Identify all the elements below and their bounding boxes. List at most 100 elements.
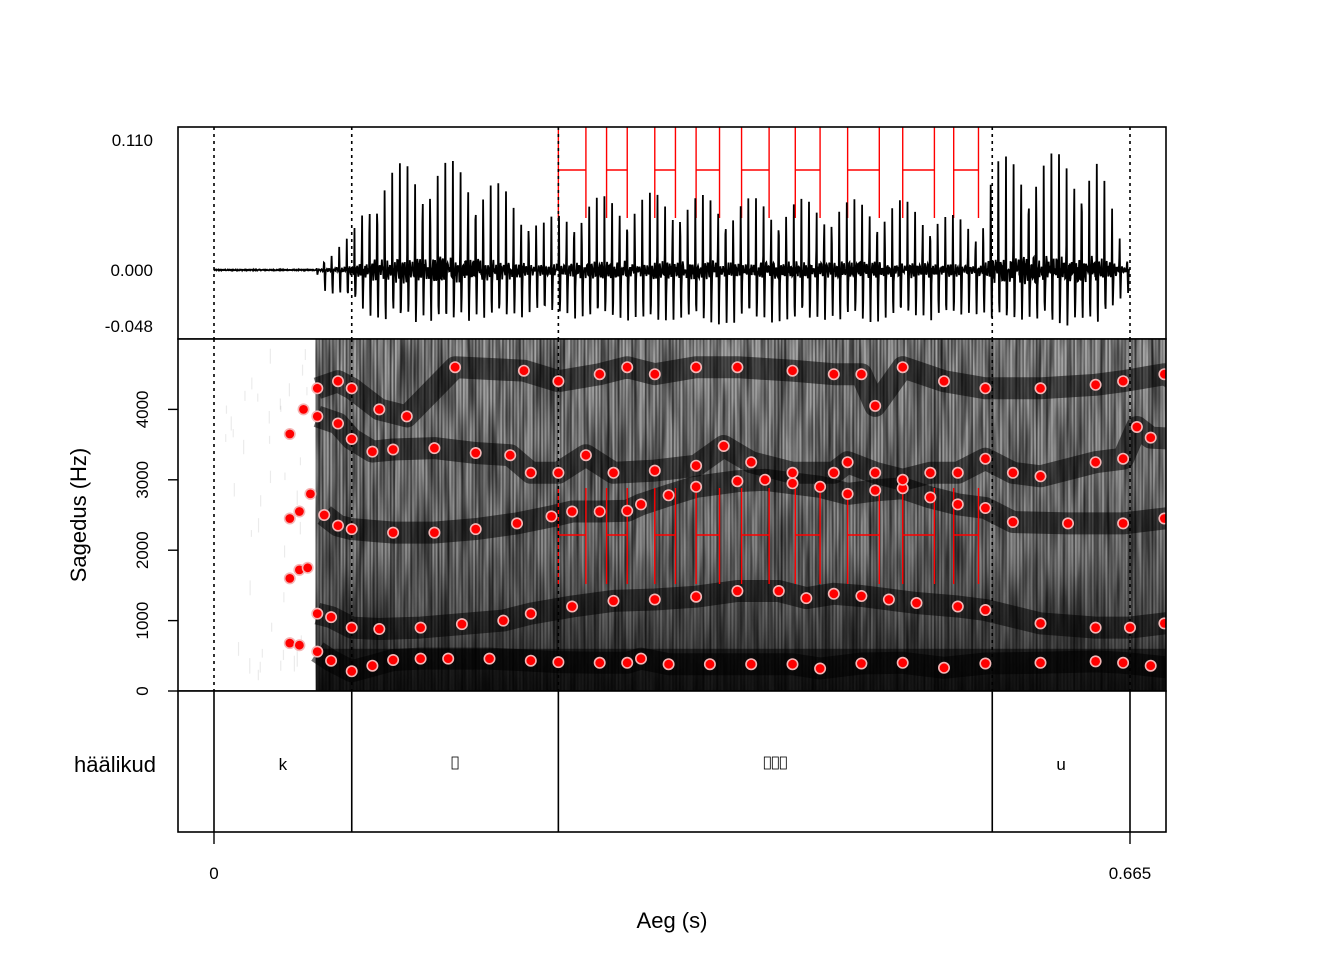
formant-point — [662, 489, 675, 502]
formant-point — [607, 594, 620, 607]
formant-point — [428, 442, 441, 455]
formant-point — [311, 410, 324, 423]
formant-point — [1228, 513, 1238, 523]
segment-label: k — [279, 755, 288, 774]
formant-point — [1228, 610, 1238, 620]
formant-point — [1089, 655, 1102, 668]
spectrogram-boundary-lines — [213, 339, 1131, 691]
formant-point — [345, 665, 358, 678]
formant-point — [1187, 668, 1197, 678]
formant-point — [469, 446, 482, 459]
formant-point — [325, 611, 338, 624]
time-axis-tick-label: 0 — [209, 864, 218, 883]
formant-point — [896, 656, 909, 669]
formant-point — [1117, 517, 1130, 530]
segment-boundaries — [213, 691, 1131, 832]
formant-point — [717, 439, 730, 452]
formant-point — [1228, 418, 1238, 428]
formant-point — [772, 584, 785, 597]
formant-point — [648, 593, 661, 606]
formant-point — [648, 368, 661, 381]
formant-point — [593, 368, 606, 381]
segment-missing-glyph — [763, 756, 771, 770]
formant-point — [524, 466, 537, 479]
formant-point — [841, 487, 854, 500]
segment-missing-glyph — [771, 756, 779, 770]
spectrogram-image — [225, 339, 1166, 691]
formant-point — [293, 505, 306, 518]
formant-point — [311, 645, 324, 658]
formant-point — [373, 403, 386, 416]
formant-point — [1144, 431, 1157, 444]
formant-point — [455, 618, 468, 631]
formant-point — [951, 466, 964, 479]
formant-point — [283, 572, 296, 585]
formant-point — [703, 658, 716, 671]
formant-point — [1173, 434, 1183, 444]
formant-point — [731, 361, 744, 374]
formant-point — [1034, 382, 1047, 395]
formant-point — [449, 361, 462, 374]
formant-point — [690, 361, 703, 374]
formant-point — [937, 661, 950, 674]
formant-point — [524, 607, 537, 620]
formant-point — [517, 364, 530, 377]
formant-point — [524, 654, 537, 667]
spectrogram-y-ticks: 0 1000 2000 3000 4000 — [133, 390, 178, 696]
formant-point — [979, 452, 992, 465]
formant-point — [387, 526, 400, 539]
formant-point — [566, 600, 579, 613]
formant-point — [1117, 452, 1130, 465]
formant-point — [621, 656, 634, 669]
formant-point — [1034, 656, 1047, 669]
spectrogram-panel: 0 1000 2000 3000 4000 Sagedus (Hz) — [66, 338, 1238, 696]
formant-point — [593, 656, 606, 669]
formant-point — [311, 382, 324, 395]
formant-point — [634, 652, 647, 665]
formant-point — [297, 403, 310, 416]
formant-point — [786, 466, 799, 479]
formant-point — [979, 382, 992, 395]
formant-point — [283, 637, 296, 650]
formant-point — [979, 657, 992, 670]
formant-point — [414, 652, 427, 665]
formant-point — [366, 445, 379, 458]
formant-point — [373, 622, 386, 635]
formant-point — [318, 508, 331, 521]
formant-point — [814, 662, 827, 675]
formant-point — [366, 659, 379, 672]
formant-point — [855, 657, 868, 670]
formant-point — [786, 658, 799, 671]
tier-label: häälikud — [74, 752, 156, 777]
formant-point — [1117, 375, 1130, 388]
formant-point — [428, 526, 441, 539]
formant-point — [910, 596, 923, 609]
formant-point — [345, 523, 358, 536]
spectrogram-y-tick-label: 2000 — [133, 531, 152, 569]
formant-point — [552, 656, 565, 669]
formant-point — [387, 653, 400, 666]
formant-point — [1214, 672, 1224, 682]
formant-point — [758, 473, 771, 486]
formant-point — [882, 593, 895, 606]
formant-point — [855, 368, 868, 381]
formant-point — [1201, 436, 1211, 446]
formant-point — [1228, 404, 1238, 414]
formant-point — [786, 477, 799, 490]
waveform-y-tick-label: 0.110 — [112, 131, 153, 150]
formant-point — [325, 654, 338, 667]
formant-point — [662, 658, 675, 671]
formant-point — [545, 510, 558, 523]
formant-point — [1214, 612, 1224, 622]
formant-point — [1089, 378, 1102, 391]
formant-point — [800, 592, 813, 605]
formant-point — [442, 652, 455, 665]
formant-point — [566, 505, 579, 518]
formant-point — [1214, 387, 1224, 397]
formant-point — [745, 658, 758, 671]
formant-point — [841, 456, 854, 469]
formant-point — [1006, 466, 1019, 479]
formant-point — [1158, 617, 1166, 630]
